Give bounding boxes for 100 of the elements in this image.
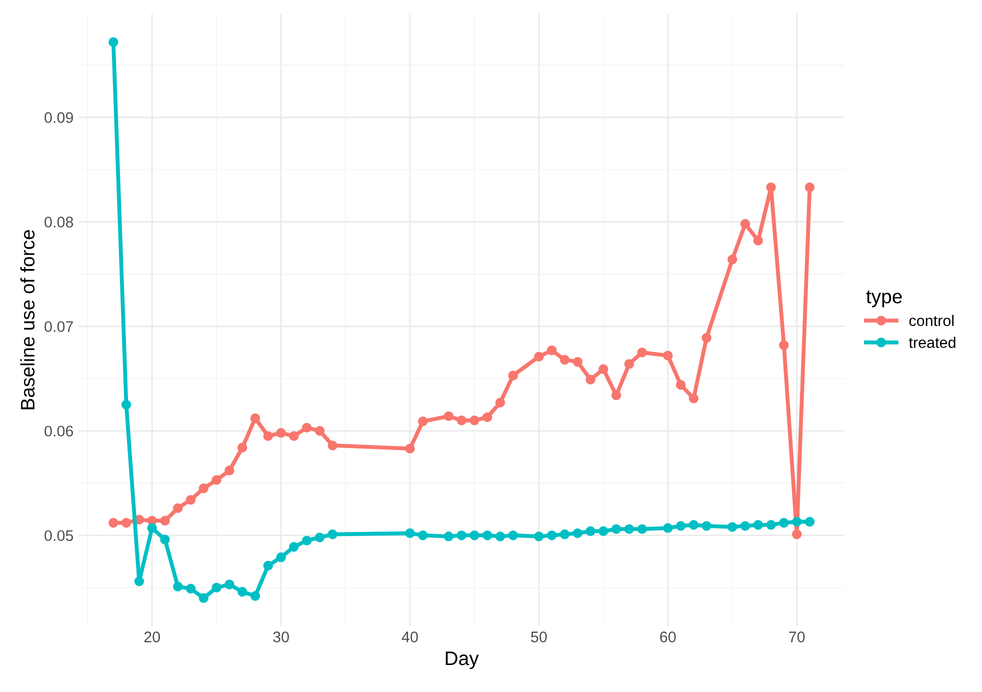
x-axis-title: Day [446, 652, 479, 670]
point [546, 345, 557, 356]
point [314, 532, 325, 542]
point [237, 442, 248, 452]
point [534, 352, 544, 362]
point [186, 494, 196, 505]
point [405, 444, 415, 454]
point [676, 380, 686, 390]
point [186, 584, 196, 594]
point [766, 520, 776, 530]
point [637, 348, 647, 358]
point [663, 350, 673, 360]
point [572, 528, 582, 538]
point [444, 532, 454, 542]
point [250, 591, 260, 601]
x-tick-label: 30 [273, 632, 289, 642]
point [611, 524, 622, 534]
point [224, 466, 234, 476]
point [276, 428, 286, 438]
point [779, 340, 789, 350]
point [470, 416, 480, 426]
point [250, 413, 260, 424]
point [586, 526, 596, 536]
point [572, 356, 582, 367]
y-tick-label: 0.09 [44, 112, 73, 123]
point [688, 394, 699, 404]
point [134, 576, 144, 586]
point [779, 518, 789, 528]
point [212, 582, 222, 592]
point [418, 530, 428, 540]
point [470, 530, 480, 540]
point [456, 416, 466, 426]
x-tick-label: 20 [144, 632, 160, 642]
point [121, 400, 132, 410]
point [418, 416, 428, 426]
point [560, 354, 570, 365]
point [198, 593, 209, 603]
point [263, 431, 273, 441]
point [727, 522, 738, 532]
point [508, 370, 518, 380]
point [328, 529, 338, 540]
legend-label: control [909, 314, 954, 326]
point [224, 580, 234, 590]
point [676, 521, 686, 531]
point [495, 398, 506, 408]
point [444, 411, 454, 422]
point [314, 426, 325, 436]
point [172, 582, 183, 592]
point [108, 518, 118, 528]
point [172, 503, 183, 514]
point [495, 532, 506, 542]
point [586, 374, 596, 384]
point [289, 542, 299, 552]
legend-title: type [866, 290, 902, 308]
point [534, 532, 544, 542]
point [688, 520, 699, 530]
point [482, 530, 492, 540]
point [121, 518, 132, 528]
legend-label: treated [908, 336, 956, 348]
point [276, 552, 286, 562]
point [804, 182, 815, 192]
point [740, 521, 750, 531]
point [753, 520, 763, 530]
y-axis-title: Baseline use of force [20, 230, 35, 410]
point [560, 529, 570, 540]
point [753, 236, 763, 246]
point [637, 524, 647, 534]
point [766, 182, 776, 192]
point [702, 521, 712, 531]
point [792, 516, 802, 527]
point [482, 412, 492, 422]
point [108, 37, 118, 47]
y-tick-label: 0.08 [44, 216, 74, 228]
point [263, 560, 273, 571]
x-tick-label: 50 [531, 632, 547, 642]
point [328, 440, 338, 450]
x-tick-label: 40 [402, 632, 418, 642]
point [804, 516, 815, 527]
y-tick-label: 0.07 [44, 321, 73, 332]
point [302, 422, 312, 433]
point [456, 530, 466, 540]
y-tick-label: 0.05 [44, 530, 74, 542]
point [237, 586, 248, 597]
y-tick-label: 0.06 [44, 426, 74, 437]
point [624, 359, 634, 369]
point [663, 523, 673, 533]
point [212, 475, 222, 485]
x-tick-label: 60 [660, 632, 676, 642]
point [546, 530, 557, 540]
point [598, 364, 608, 374]
point [702, 332, 712, 343]
point [792, 529, 802, 540]
point [624, 524, 634, 534]
point [508, 530, 518, 540]
point [160, 534, 170, 544]
point [160, 516, 170, 526]
point [598, 526, 608, 536]
point [198, 483, 209, 494]
point [147, 523, 157, 533]
point [289, 431, 299, 441]
